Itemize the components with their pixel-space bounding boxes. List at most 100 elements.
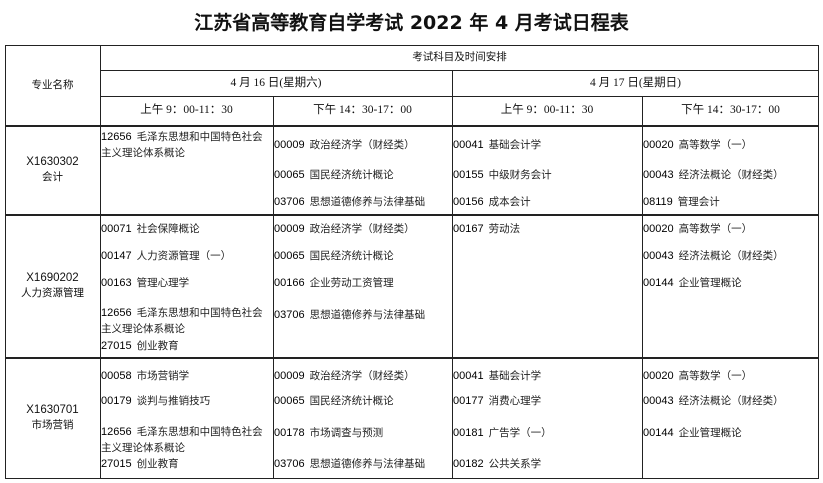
divider	[100, 45, 101, 479]
subject-code: 00163	[101, 277, 132, 289]
subject-code: 00177	[453, 395, 484, 407]
header-day2-pm: 下午 14：30-17：00	[681, 104, 780, 116]
exam-subject: 00065 国民经济统计概论	[274, 167, 394, 183]
exam-subject: 00144 企业管理概论	[643, 425, 742, 441]
exam-subject: 00043 经济法概论（财经类）	[643, 167, 784, 183]
subject-name: 成本会计	[488, 196, 531, 208]
exam-subject: 03706 思想道德修养与法律基础	[274, 307, 425, 323]
subject-code: 00041	[453, 370, 484, 382]
major-code: X1690202	[26, 271, 79, 284]
exam-subject: 12656 毛泽东思想和中国特色社会主义理论体系概论	[101, 305, 273, 337]
subject-name: 毛泽东思想和中国特色社会主义理论体系概论	[101, 426, 263, 454]
subject-code: 03706	[274, 196, 305, 208]
subject-name: 政治经济学（财经类）	[309, 139, 415, 151]
subject-name: 国民经济统计概论	[309, 395, 394, 407]
subject-name: 政治经济学（财经类）	[309, 370, 415, 382]
subject-code: 00020	[643, 139, 674, 151]
subject-code: 00065	[274, 169, 305, 181]
subject-name: 市场营销学	[136, 370, 190, 382]
exam-subject: 00166 企业劳动工资管理	[274, 275, 394, 291]
page-title: 江苏省高等教育自学考试 2022 年 4 月考试日程表	[194, 12, 629, 34]
exam-subject: 00177 消费心理学	[453, 393, 541, 409]
exam-subject: 12656 毛泽东思想和中国特色社会主义理论体系概论	[101, 424, 273, 456]
exam-subject: 00009 政治经济学（财经类）	[274, 137, 415, 153]
major-cell: X1630701 市场营销	[5, 357, 100, 478]
subject-code: 00156	[453, 196, 484, 208]
divider	[5, 357, 819, 359]
subject-name: 经济法概论（财经类）	[678, 250, 784, 262]
divider	[5, 214, 819, 216]
subject-code: 00020	[643, 370, 674, 382]
subject-code: 00009	[274, 370, 305, 382]
subject-name: 谈判与推销技巧	[136, 395, 211, 407]
subject-code: 00166	[274, 277, 305, 289]
exam-subject: 00178 市场调查与预测	[274, 425, 383, 441]
exam-subject: 00020 高等数学（一）	[643, 368, 752, 384]
exam-subject: 00167 劳动法	[453, 221, 520, 237]
subject-name: 经济法概论（财经类）	[678, 395, 784, 407]
subject-name: 劳动法	[488, 223, 521, 235]
subject-code: 00167	[453, 223, 484, 235]
subject-name: 基础会计学	[488, 139, 542, 151]
subject-code: 00144	[643, 427, 674, 439]
subject-code: 00071	[101, 223, 132, 235]
header-day2-am: 上午 9：00-11：30	[500, 104, 594, 116]
subject-name: 国民经济统计概论	[309, 250, 394, 262]
exam-subject: 00020 高等数学（一）	[643, 137, 752, 153]
subject-name: 思想道德修养与法律基础	[309, 196, 426, 208]
divider	[5, 125, 819, 127]
exam-subject: 00163 管理心理学	[101, 275, 189, 291]
divider	[100, 96, 819, 97]
subject-code: 00009	[274, 223, 305, 235]
subject-code: 00043	[643, 169, 674, 181]
exam-subject: 00058 市场营销学	[101, 368, 189, 384]
subject-code: 00058	[101, 370, 132, 382]
subject-code: 00043	[643, 250, 674, 262]
subject-code: 00043	[643, 395, 674, 407]
subject-name: 政治经济学（财经类）	[309, 223, 415, 235]
exam-subject: 00181 广告学（一）	[453, 425, 552, 441]
subject-name: 人力资源管理（一）	[136, 250, 232, 262]
subject-code: 12656	[101, 307, 132, 319]
subject-name: 中级财务会计	[488, 169, 552, 181]
subject-name: 管理心理学	[136, 277, 190, 289]
subject-code: 00009	[274, 139, 305, 151]
subject-code: 00179	[101, 395, 132, 407]
header-day1: 4 月 16 日(星期六)	[230, 76, 322, 89]
subject-code: 03706	[274, 309, 305, 321]
exam-subject: 00043 经济法概论（财经类）	[643, 248, 784, 264]
subject-code: 00182	[453, 458, 484, 470]
subject-code: 00181	[453, 427, 484, 439]
subject-code: 12656	[101, 131, 132, 143]
exam-subject: 00041 基础会计学	[453, 137, 541, 153]
subject-name: 经济法概论（财经类）	[678, 169, 784, 181]
divider	[100, 70, 819, 71]
table-border	[5, 45, 819, 479]
subject-code: 08119	[643, 196, 673, 208]
subject-name: 思想道德修养与法律基础	[309, 458, 426, 470]
exam-subject: 00065 国民经济统计概论	[274, 248, 394, 264]
subject-name: 创业教育	[136, 340, 179, 352]
subject-name: 社会保障概论	[136, 223, 200, 235]
subject-name: 高等数学（一）	[678, 223, 753, 235]
subject-code: 27015	[101, 340, 132, 352]
subject-code: 00065	[274, 395, 305, 407]
exam-subject: 00179 谈判与推销技巧	[101, 393, 210, 409]
major-code: X1630701	[26, 403, 79, 416]
exam-subject: 00155 中级财务会计	[453, 167, 552, 183]
exam-subject: 00071 社会保障概论	[101, 221, 200, 237]
divider	[273, 96, 274, 479]
subject-name: 广告学（一）	[488, 427, 552, 439]
subject-name: 管理会计	[677, 196, 720, 208]
exam-subject: 00182 公共关系学	[453, 456, 541, 472]
divider	[642, 96, 643, 479]
subject-name: 企业管理概论	[678, 427, 742, 439]
exam-subject: 00009 政治经济学（财经类）	[274, 368, 415, 384]
exam-subject: 12656 毛泽东思想和中国特色社会主义理论体系概论	[101, 129, 273, 161]
major-name: 人力资源管理	[21, 286, 84, 299]
subject-name: 创业教育	[136, 458, 179, 470]
exam-subject: 00043 经济法概论（财经类）	[643, 393, 784, 409]
major-name: 市场营销	[31, 418, 74, 431]
header-schedule: 考试科目及时间安排	[412, 51, 507, 63]
major-cell: X1630302 会计	[5, 125, 100, 214]
